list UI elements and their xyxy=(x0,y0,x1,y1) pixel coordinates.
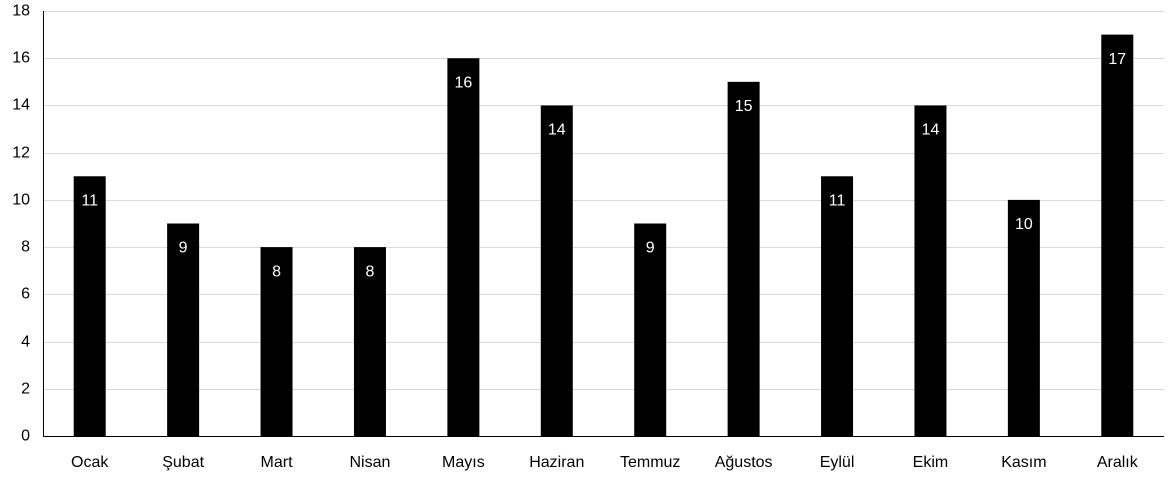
y-tick-label: 0 xyxy=(21,428,30,445)
data-label: 17 xyxy=(1108,51,1126,68)
x-tick-label: Eylül xyxy=(820,454,855,471)
x-tick-label: Haziran xyxy=(529,454,584,471)
x-tick-label: Kasım xyxy=(1001,454,1046,471)
bar xyxy=(447,58,480,436)
y-tick-label: 16 xyxy=(12,50,30,67)
data-label: 14 xyxy=(548,122,566,139)
bars xyxy=(73,34,1134,436)
bar xyxy=(821,176,854,436)
data-label: 11 xyxy=(81,192,98,209)
bar xyxy=(540,105,573,436)
bar xyxy=(1101,34,1134,436)
bar xyxy=(353,247,386,436)
y-tick-label: 8 xyxy=(21,239,30,256)
x-axis: Ocak Şubat Mart Nisan Mayıs Haziran Temmuz Ağus… xyxy=(43,436,1164,471)
data-label: 14 xyxy=(922,122,940,139)
bar xyxy=(914,105,947,436)
x-tick-label: Ekim xyxy=(913,454,949,471)
data-label: 16 xyxy=(454,74,472,91)
bar xyxy=(73,176,106,436)
x-tick-label: Mart xyxy=(261,454,294,471)
x-tick-label: Aralık xyxy=(1097,454,1139,471)
bar xyxy=(634,223,667,436)
bar xyxy=(1007,199,1040,436)
data-labels: 11 9 8 8 16 14 9 15 11 14 10 17 xyxy=(81,51,1126,281)
y-tick-label: 2 xyxy=(21,381,30,398)
x-tick-label: Temmuz xyxy=(620,454,680,471)
x-tick-label: Ocak xyxy=(71,454,109,471)
y-tick-label: 10 xyxy=(12,192,30,209)
data-label: 9 xyxy=(179,240,188,257)
y-tick-label: 12 xyxy=(12,145,30,162)
data-label: 8 xyxy=(366,263,375,280)
data-label: 10 xyxy=(1015,216,1033,233)
y-tick-label: 18 xyxy=(12,3,30,20)
x-tick-label: Mayıs xyxy=(442,454,485,471)
y-tick-label: 4 xyxy=(21,334,30,351)
data-label: 9 xyxy=(646,240,655,257)
data-label: 8 xyxy=(272,263,281,280)
data-label: 15 xyxy=(735,98,753,115)
x-tick-label: Şubat xyxy=(162,454,204,471)
x-tick-label: Nisan xyxy=(350,454,391,471)
x-tick-label: Ağustos xyxy=(715,454,773,471)
y-tick-label: 14 xyxy=(12,97,30,114)
y-tick-label: 6 xyxy=(21,286,30,303)
y-axis: 0 2 4 6 8 10 12 14 16 18 xyxy=(12,3,44,445)
bar xyxy=(167,223,200,436)
bar xyxy=(260,247,293,436)
gridlines xyxy=(43,11,1164,390)
data-label: 11 xyxy=(829,192,846,209)
bar xyxy=(727,81,760,436)
